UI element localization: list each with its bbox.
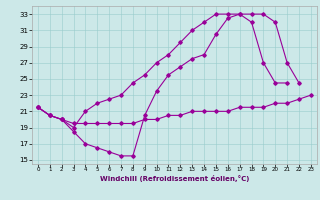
X-axis label: Windchill (Refroidissement éolien,°C): Windchill (Refroidissement éolien,°C): [100, 175, 249, 182]
